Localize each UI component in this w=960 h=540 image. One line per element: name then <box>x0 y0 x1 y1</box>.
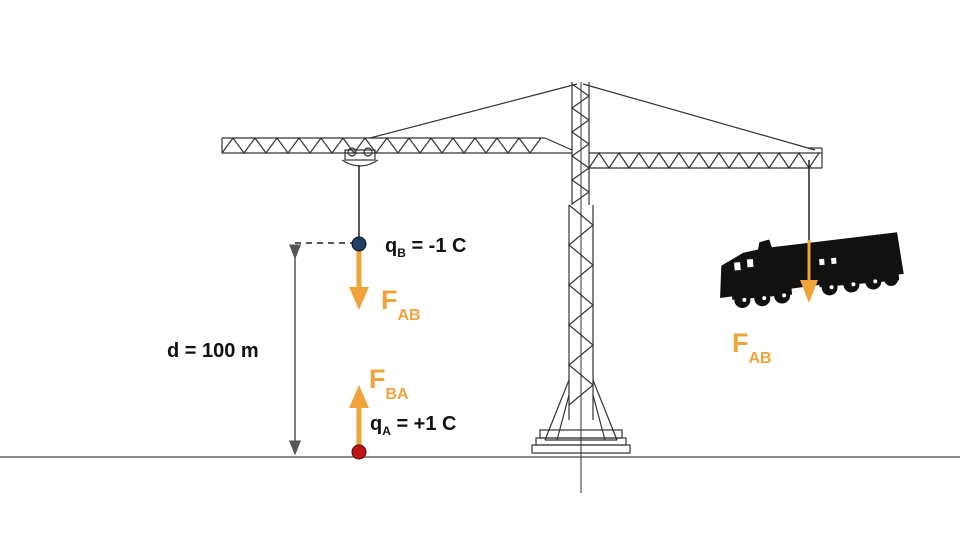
force-arrow-train <box>800 240 818 303</box>
tower-crane-icon <box>221 82 823 493</box>
force-label-fba: FBA <box>369 364 409 403</box>
charge-a-dot <box>351 444 367 460</box>
force-arrow-fab <box>349 250 369 310</box>
charge-b-label: qB = -1 C <box>385 235 466 260</box>
charge-b-dot <box>351 236 367 252</box>
force-label-train: FAB <box>732 328 772 367</box>
force-arrow-fba <box>349 385 369 445</box>
force-label-fab: FAB <box>381 285 421 324</box>
locomotive-icon <box>720 232 904 309</box>
charge-a-label: qA = +1 C <box>370 413 457 438</box>
distance-label: d = 100 m <box>167 340 259 362</box>
